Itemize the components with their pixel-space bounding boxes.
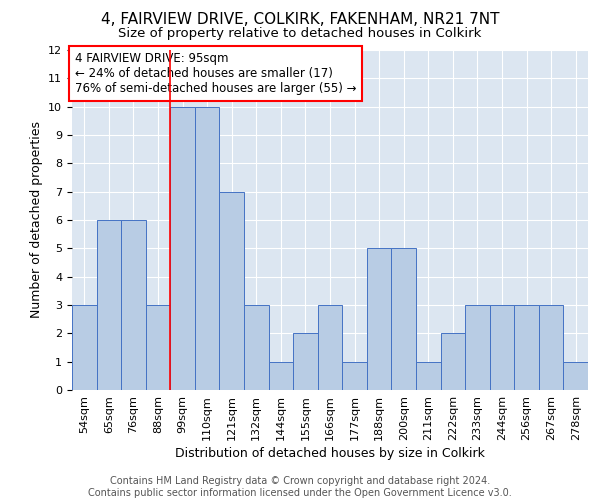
Y-axis label: Number of detached properties: Number of detached properties [29,122,43,318]
Bar [342,362,367,390]
Bar [293,334,318,390]
Bar [121,220,146,390]
Bar [170,106,195,390]
Bar [465,305,490,390]
Bar [195,106,220,390]
Bar [72,305,97,390]
Bar [391,248,416,390]
Bar [318,305,342,390]
Bar [563,362,588,390]
Bar [367,248,391,390]
Bar [440,334,465,390]
Text: Contains HM Land Registry data © Crown copyright and database right 2024.
Contai: Contains HM Land Registry data © Crown c… [88,476,512,498]
Text: 4 FAIRVIEW DRIVE: 95sqm
← 24% of detached houses are smaller (17)
76% of semi-de: 4 FAIRVIEW DRIVE: 95sqm ← 24% of detache… [74,52,356,94]
Bar [490,305,514,390]
Bar [514,305,539,390]
Bar [539,305,563,390]
Bar [146,305,170,390]
Bar [220,192,244,390]
Bar [416,362,440,390]
Text: Size of property relative to detached houses in Colkirk: Size of property relative to detached ho… [118,28,482,40]
Bar [244,305,269,390]
X-axis label: Distribution of detached houses by size in Colkirk: Distribution of detached houses by size … [175,447,485,460]
Bar [97,220,121,390]
Bar [269,362,293,390]
Text: 4, FAIRVIEW DRIVE, COLKIRK, FAKENHAM, NR21 7NT: 4, FAIRVIEW DRIVE, COLKIRK, FAKENHAM, NR… [101,12,499,28]
